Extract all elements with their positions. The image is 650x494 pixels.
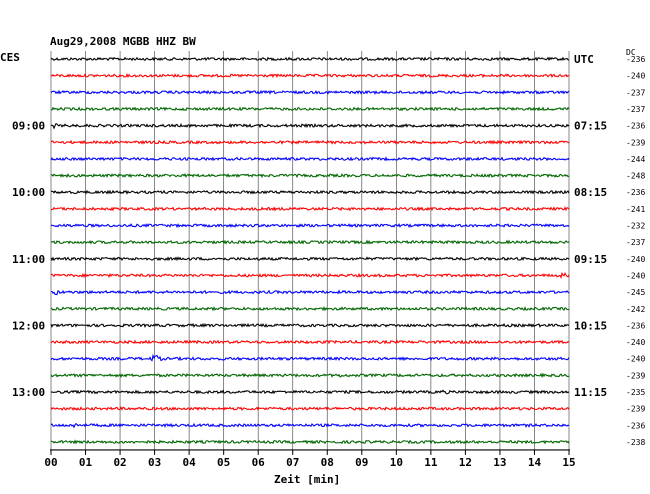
left-time-label: 12:00 [12,319,45,332]
dc-offset-label: -242 [626,305,645,314]
dc-offset-label: -236 [626,55,645,64]
trace-line [50,89,570,95]
dc-offset-label: -240 [626,72,645,81]
right-time-label: 09:15 [574,253,607,266]
left-time-label: 11:00 [12,253,45,266]
dc-offset-label: -240 [626,271,645,280]
dc-offset-label: -239 [626,138,645,147]
x-tick-label: 15 [562,456,575,469]
trace-line [50,56,570,62]
dc-offset-label: -239 [626,405,645,414]
trace-line [50,389,570,395]
trace-line [50,353,570,362]
trace-line [50,322,570,328]
dc-offset-label: -236 [626,188,645,197]
x-axis: 00 01 02 03 04 05 06 07 08 09 10 11 12 13 14 15 [44,449,576,469]
trace-line [50,306,570,312]
x-tick-label: 08 [321,456,334,469]
right-time-label: 07:15 [574,120,607,133]
dc-offset-label: -237 [626,238,645,247]
right-time-label: UTC [574,53,594,66]
trace-line [50,406,570,412]
grid-lines [50,51,570,450]
trace-line [50,206,570,212]
trace-line [50,339,570,345]
right-time-label: 10:15 [574,319,607,332]
x-tick-label: 10 [390,456,403,469]
dc-offset-label: -245 [626,288,645,297]
x-tick-label: 13 [493,456,506,469]
x-tick-label: 02 [113,456,126,469]
dc-offset-label: -240 [626,338,645,347]
dc-offset-label: -236 [626,122,645,131]
x-tick-label: 09 [355,456,368,469]
dc-label: DC [626,48,636,57]
trace-line [50,189,570,195]
x-tick-label: 03 [148,456,161,469]
traces [50,56,570,445]
x-tick-label: 14 [528,456,542,469]
dc-offset-label: -238 [626,438,645,447]
x-tick-label: 05 [217,456,230,469]
x-tick-label: 07 [286,456,299,469]
trace-line [50,372,570,379]
left-time-label: 13:00 [12,386,45,399]
x-tick-label: 12 [459,456,472,469]
dc-offset-label: -232 [626,222,645,231]
x-axis-label: Zeit [min] [274,473,340,486]
left-axis-label: CES [0,51,20,64]
x-tick-label: 00 [44,456,57,469]
left-time-label: 09:00 [12,120,45,133]
chart-title: Aug29,2008 MGBB HHZ BW [50,35,196,48]
trace-line [50,173,570,179]
trace-line [50,422,570,429]
time-labels: -236 -240 -237 -237 -236 -239 -244 -248 -236 -241… [12,53,645,447]
right-time-label: 11:15 [574,386,607,399]
dc-offset-label: -235 [626,388,645,397]
trace-line [50,156,570,162]
dc-offset-label: -244 [626,155,645,164]
trace-line [50,289,570,296]
x-tick-label: 06 [252,456,266,469]
trace-line [50,139,570,145]
trace-line [50,439,570,445]
right-time-label: 08:15 [574,186,607,199]
trace-line [50,239,570,245]
trace-line [50,72,570,79]
x-tick-label: 01 [79,456,93,469]
x-tick-label: 04 [183,456,197,469]
dc-offset-label: -236 [626,321,645,330]
dc-offset-label: -240 [626,255,645,264]
dc-offset-label: -240 [626,355,645,364]
trace-line [50,256,570,262]
trace-line [50,271,570,279]
dc-offset-label: -237 [626,105,645,114]
trace-line [50,106,570,112]
trace-line [50,223,570,229]
trace-line [50,122,570,130]
dc-offset-label: -241 [626,205,645,214]
dc-offset-label: -239 [626,371,645,380]
x-tick-label: 11 [424,456,438,469]
left-time-label: 10:00 [12,186,45,199]
dc-offset-label: -236 [626,421,645,430]
dc-offset-label: -248 [626,172,645,181]
dc-offset-label: -237 [626,88,645,97]
